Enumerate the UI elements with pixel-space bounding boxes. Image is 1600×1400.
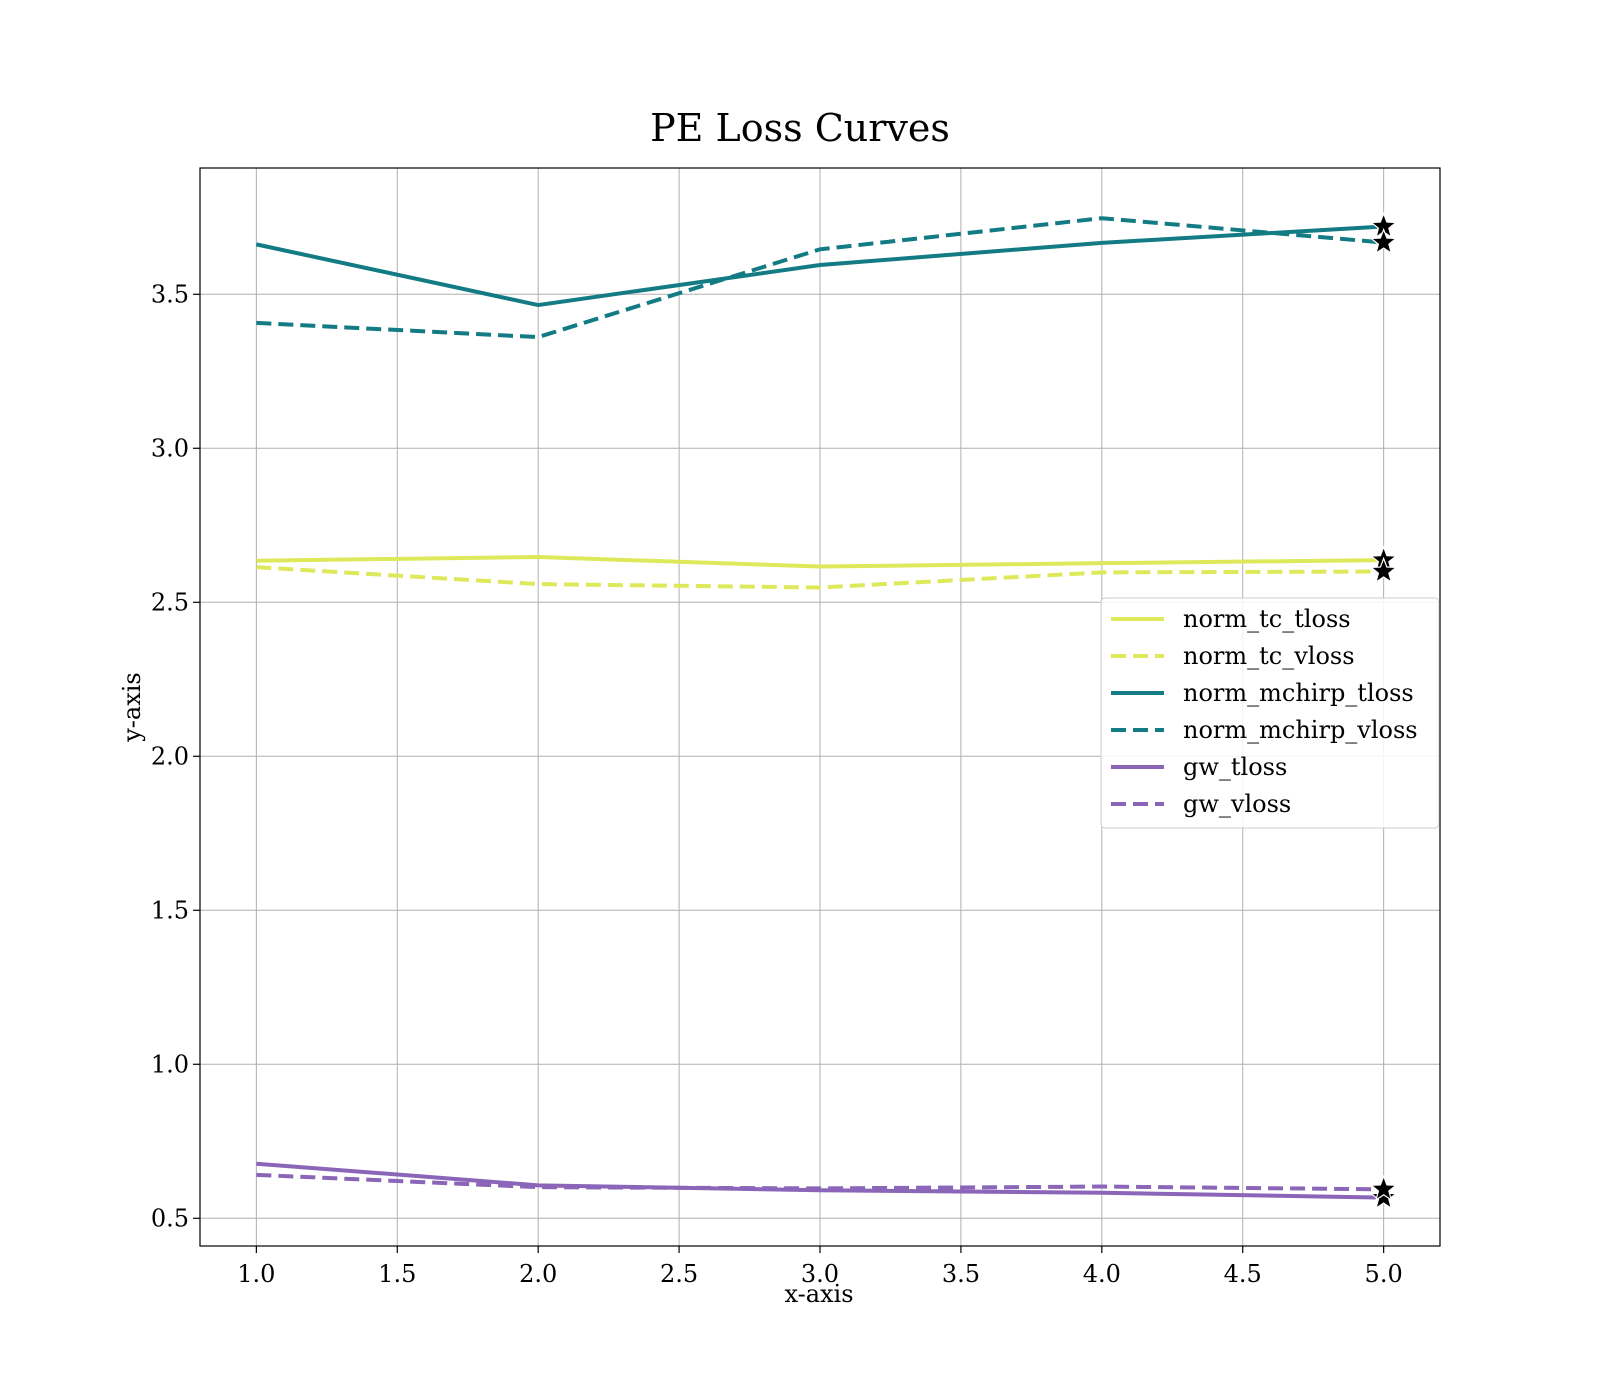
- series-line-norm-mchirp-tloss: [255, 224, 1384, 308]
- legend-label-norm-mchirp-tloss: norm_mchirp_tloss: [1183, 679, 1414, 707]
- y-tick-label: 1.0: [151, 1050, 189, 1078]
- y-tick-label: 3.5: [151, 280, 189, 308]
- x-tick-label: 3.0: [801, 1260, 839, 1288]
- series-group: [255, 216, 1384, 1200]
- x-tick-label: 2.5: [660, 1260, 698, 1288]
- x-tick-label: 1.5: [378, 1260, 416, 1288]
- y-axis-label: y-axis: [118, 672, 146, 743]
- legend-box: [1100, 597, 1440, 829]
- x-tick-label: 4.0: [1083, 1260, 1121, 1288]
- x-tick-label: 3.5: [942, 1260, 980, 1288]
- legend-label-norm-tc-vloss: norm_tc_vloss: [1183, 642, 1355, 670]
- chart-title: PE Loss Curves: [650, 106, 950, 150]
- y-tick-label: 2.0: [151, 742, 189, 770]
- legend-label-norm-tc-tloss: norm_tc_tloss: [1183, 605, 1351, 633]
- legend-label-gw-vloss: gw_vloss: [1183, 790, 1291, 818]
- final-point-star-norm-tc-vloss: [1369, 556, 1398, 584]
- series-line-norm-tc-tloss: [256, 555, 1384, 569]
- series-line-gw-vloss: [256, 1172, 1384, 1192]
- y-tick-label: 2.5: [151, 588, 189, 616]
- x-tick-label: 5.0: [1365, 1260, 1403, 1288]
- x-axis-label: x-axis: [784, 1280, 853, 1308]
- y-tick-label: 3.0: [151, 434, 189, 462]
- x-ticks: 1.0 1.5 2.0 2.5 3.0 3.5 4.0 4.5 5.0: [237, 1246, 1403, 1288]
- y-tick-label: 1.5: [151, 896, 189, 924]
- y-ticks: 0.5 1.0 1.5 2.0 2.5 3.0 3.5: [151, 280, 200, 1232]
- final-point-star-gw-vloss: [1369, 1174, 1398, 1202]
- series-line-norm-mchirp-vloss: [256, 216, 1384, 340]
- x-tick-label: 4.5: [1224, 1260, 1262, 1288]
- final-point-star-gw-tloss: [1369, 1182, 1398, 1210]
- x-tick-label: 2.0: [519, 1260, 557, 1288]
- legend: norm_tc_tloss norm_tc_vloss norm_mchirp_tl…: [1100, 597, 1440, 829]
- legend-label-gw-tloss: gw_tloss: [1183, 753, 1287, 781]
- legend-label-norm-mchirp-vloss: norm_mchirp_vloss: [1183, 716, 1418, 744]
- series-line-norm-tc-vloss: [256, 565, 1384, 590]
- y-tick-label: 0.5: [151, 1204, 189, 1232]
- final-point-star-norm-mchirp-vloss: [1369, 227, 1398, 255]
- x-tick-label: 1.0: [237, 1260, 275, 1288]
- final-markers: [1369, 211, 1398, 1210]
